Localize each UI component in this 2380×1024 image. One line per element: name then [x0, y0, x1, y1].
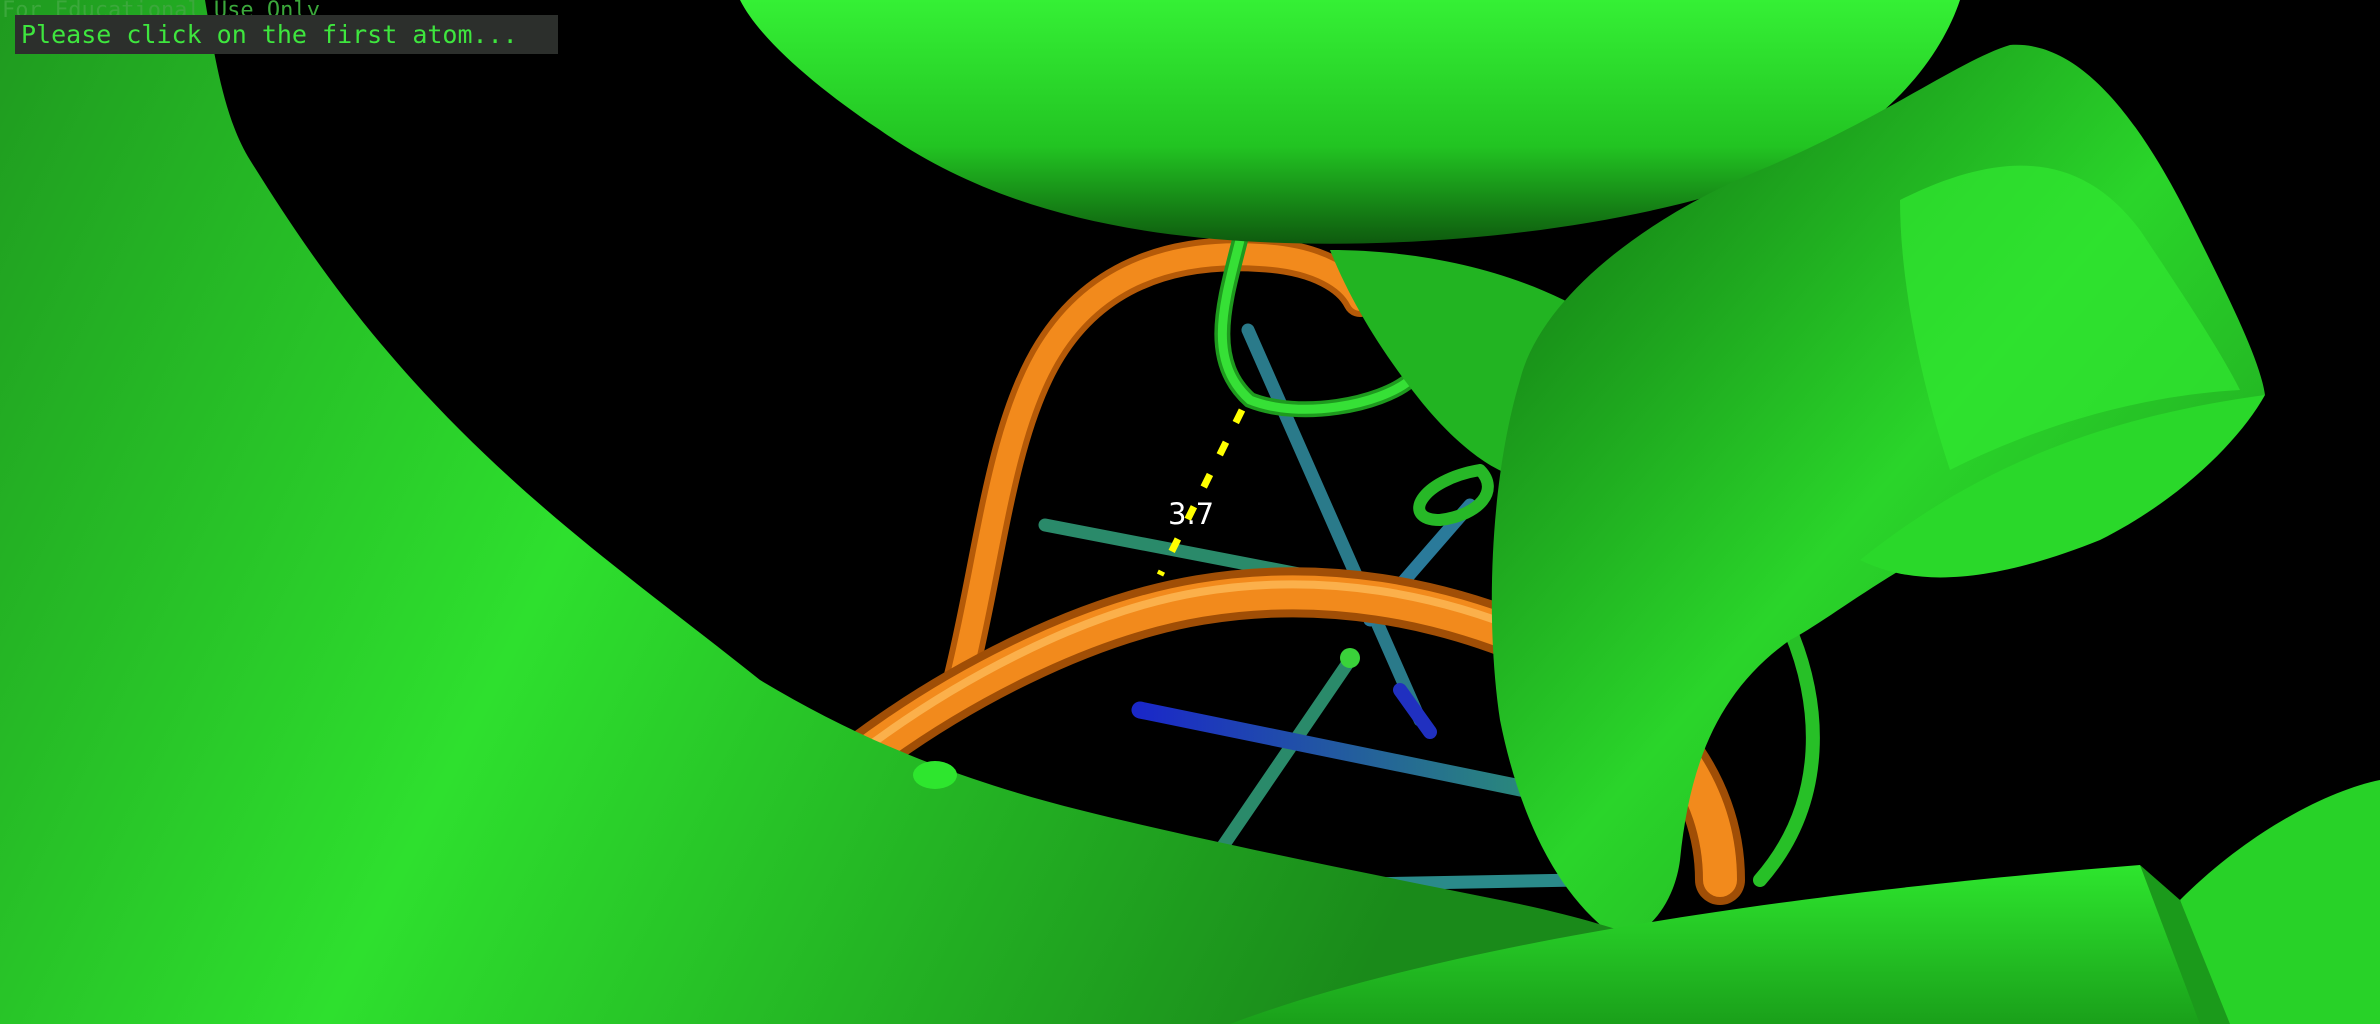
strand-edge-shadow — [2140, 865, 2230, 1024]
status-prompt: Please click on the first atom... — [15, 15, 558, 54]
protein-loop — [1214, 232, 1820, 887]
dna-base-sticks — [1038, 323, 1587, 892]
protein-helix-right — [1491, 44, 2265, 941]
protein-helix-top — [740, 0, 1960, 244]
protein-helix-left — [0, 0, 1700, 1024]
protein-strand-bottom — [1230, 865, 2230, 1024]
protein-strand-bottom-right — [2180, 780, 2380, 1024]
measurement-dash-line — [1156, 408, 1246, 577]
distance-measurement: 3.7 — [1156, 408, 1246, 577]
protein-loop-tip — [913, 761, 957, 789]
distance-label: 3.7 — [1168, 497, 1214, 531]
